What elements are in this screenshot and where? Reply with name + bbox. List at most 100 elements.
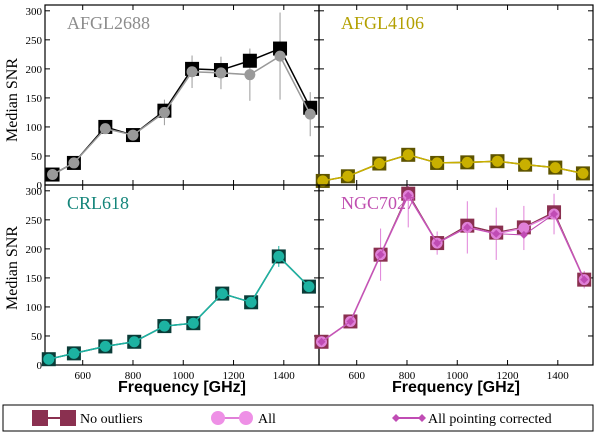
point-pointing-corrected: [188, 67, 197, 76]
x-axis-label-left: Frequency [GHz]: [118, 379, 246, 396]
series-pointing-line: [321, 194, 585, 343]
y-tick-label: 100: [26, 302, 43, 314]
series-pointing-line: [52, 55, 311, 175]
y-tick-label: 50: [31, 331, 43, 343]
x-tick-label: 1200: [497, 370, 520, 382]
point-pointing-corrected: [433, 239, 442, 248]
y-tick-label: 300: [26, 6, 43, 18]
point-pointing-corrected: [69, 349, 78, 358]
series-all-line: [322, 154, 584, 182]
point-pointing-corrected: [463, 223, 472, 232]
point-pointing-corrected: [433, 158, 442, 167]
y-tick-label: 0: [37, 180, 43, 192]
legend-pointing-marker-right: [418, 414, 426, 422]
panel-title: AFGL2688: [67, 13, 150, 33]
point-pointing-corrected: [101, 342, 110, 351]
point-pointing-corrected: [160, 108, 169, 117]
legend-all-label: All: [258, 412, 276, 427]
point-pointing-corrected: [304, 282, 313, 291]
point-pointing-corrected: [493, 157, 502, 166]
point-pointing-corrected: [343, 172, 352, 181]
point-all: [518, 222, 530, 234]
panel-crl618: 0 50 100 150 200 250 300 600 800 1000 1200 1400 CRL6…: [26, 184, 320, 382]
point-pointing-corrected: [375, 159, 384, 168]
panel-afgl2688: 0 50 100 150 200 250 300 AFGL2688: [26, 4, 320, 192]
point-pointing-corrected: [48, 170, 57, 179]
point-pointing-corrected: [404, 191, 413, 200]
y-tick-label: 150: [26, 93, 43, 105]
point-pointing-corrected: [128, 131, 137, 140]
y-tick-label: 50: [31, 151, 43, 163]
panel-title: NGC7027: [341, 193, 415, 213]
point-pointing-corrected: [580, 275, 589, 284]
x-axis-label-right: Frequency [GHz]: [392, 379, 520, 396]
x-tick-label: 1400: [273, 370, 296, 382]
y-tick-label: 150: [26, 273, 43, 285]
y-tick-label: 200: [26, 64, 43, 76]
point-pointing-corrected: [306, 110, 315, 119]
point-pointing-corrected: [318, 176, 327, 185]
point-pointing-corrected: [346, 317, 355, 326]
legend: No outliers All All pointing corrected: [2, 404, 594, 432]
y-axis-label-top: Median SNR: [4, 58, 21, 142]
point-pointing-corrected: [551, 163, 560, 172]
point-no-outliers: [242, 53, 257, 68]
point-pointing-corrected: [276, 52, 285, 61]
point-pointing-corrected: [160, 322, 169, 331]
x-tick-label: 1200: [223, 370, 246, 382]
series-all-line: [52, 55, 311, 176]
point-pointing-corrected: [218, 289, 227, 298]
point-pointing-corrected: [245, 70, 254, 79]
y-tick-label: 200: [26, 244, 43, 256]
legend-all-marker-right: [239, 411, 253, 425]
point-pointing-corrected: [463, 158, 472, 167]
point-pointing-corrected: [130, 337, 139, 346]
point-pointing-corrected: [550, 210, 559, 219]
y-tick-label: 100: [26, 122, 43, 134]
x-tick-label: 600: [74, 370, 91, 382]
legend-no-outliers-label: No outliers: [80, 412, 143, 427]
point-pointing-corrected: [521, 160, 530, 169]
legend-all-marker-left: [211, 411, 225, 425]
x-tick-label: 800: [399, 370, 416, 382]
y-tick-label: 300: [26, 186, 43, 198]
point-pointing-corrected: [578, 169, 587, 178]
point-pointing-corrected: [274, 252, 283, 261]
y-tick-label: 0: [37, 360, 43, 372]
panel-title: AFGL4106: [341, 13, 424, 33]
x-tick-label: 600: [348, 370, 365, 382]
series-no-outliers-line: [322, 154, 584, 182]
point-pointing-corrected: [492, 229, 501, 238]
point-pointing-corrected: [247, 298, 256, 307]
chart-panels: 0 50 100 150 200 250 300 AFGL2688 AFGL4106 0 50 100…: [26, 4, 594, 382]
x-tick-label: 1000: [446, 370, 469, 382]
point-pointing-corrected: [44, 355, 53, 364]
point-pointing-corrected: [519, 230, 528, 239]
point-pointing-corrected: [317, 337, 326, 346]
legend-no-outliers-marker-right: [60, 410, 76, 426]
point-pointing-corrected: [189, 319, 198, 328]
point-pointing-corrected: [376, 250, 385, 259]
series-pointing-line: [48, 255, 310, 360]
panel-frame: [318, 184, 594, 366]
x-tick-label: 1000: [172, 370, 195, 382]
series-no-outliers-line: [321, 192, 585, 343]
y-tick-label: 250: [26, 215, 43, 227]
point-pointing-corrected: [216, 68, 225, 77]
legend-pointing-label: All pointing corrected: [428, 412, 552, 427]
y-tick-label: 250: [26, 35, 43, 47]
series-no-outliers-line: [52, 47, 311, 176]
x-tick-label: 1400: [547, 370, 570, 382]
panel-ngc7027: 600 800 1000 1200 1400 NGC7027: [314, 184, 594, 382]
x-tick-label: 800: [125, 370, 142, 382]
panel-title: CRL618: [67, 193, 129, 213]
panel-afgl4106: AFGL4106: [315, 4, 594, 188]
point-pointing-corrected: [69, 158, 78, 167]
y-axis-label-bottom: Median SNR: [4, 226, 21, 310]
legend-no-outliers-marker-left: [32, 410, 48, 426]
series-pointing-line: [322, 154, 584, 182]
legend-pointing-marker-left: [392, 414, 400, 422]
legend-frame: [2, 404, 594, 432]
point-pointing-corrected: [101, 124, 110, 133]
